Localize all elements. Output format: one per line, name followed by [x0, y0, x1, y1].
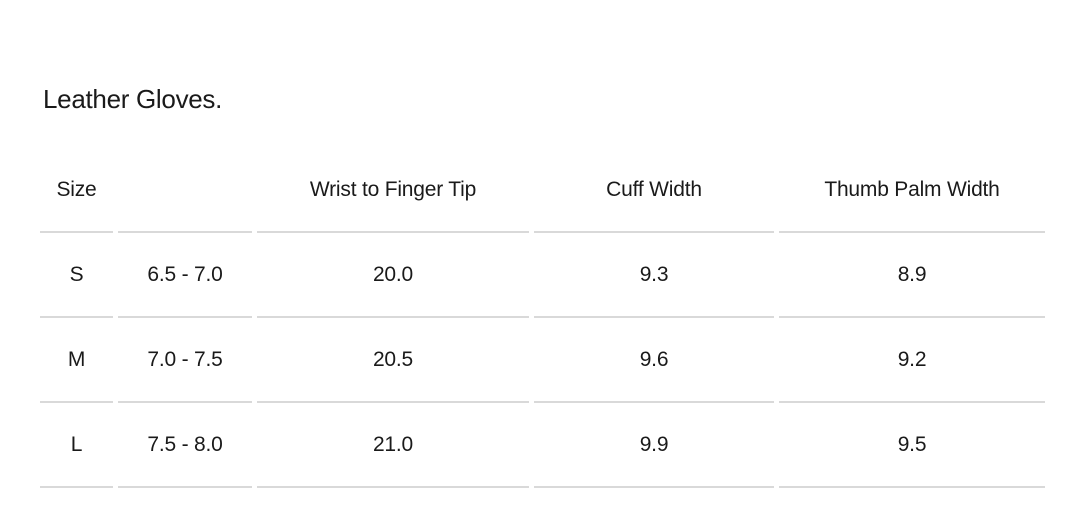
cell-size: S [40, 233, 113, 318]
cell-cuff-width: 9.6 [534, 318, 774, 403]
table-row-size-l: L 7.5 - 8.0 21.0 9.9 9.5 [40, 403, 1045, 488]
column-header-size: Size [40, 148, 113, 233]
size-chart-table: Size Wrist to Finger Tip Cuff Width Thum… [35, 148, 1050, 488]
cell-size: M [40, 318, 113, 403]
cell-hand-size-range: 6.5 - 7.0 [118, 233, 252, 318]
column-header-cuff-width: Cuff Width [534, 148, 774, 233]
cell-size: L [40, 403, 113, 488]
cell-wrist-to-finger-tip: 20.5 [257, 318, 529, 403]
cell-thumb-palm-width: 8.9 [779, 233, 1045, 318]
table-row-size-m: M 7.0 - 7.5 20.5 9.6 9.2 [40, 318, 1045, 403]
column-header-thumb-palm-width: Thumb Palm Width [779, 148, 1045, 233]
cell-wrist-to-finger-tip: 21.0 [257, 403, 529, 488]
table-row-size-s: S 6.5 - 7.0 20.0 9.3 8.9 [40, 233, 1045, 318]
page-title: Leather Gloves. [43, 84, 223, 114]
cell-hand-size-range: 7.5 - 8.0 [118, 403, 252, 488]
cell-hand-size-range: 7.0 - 7.5 [118, 318, 252, 403]
cell-thumb-palm-width: 9.2 [779, 318, 1045, 403]
cell-wrist-to-finger-tip: 20.0 [257, 233, 529, 318]
column-header-wrist-to-finger-tip: Wrist to Finger Tip [257, 148, 529, 233]
header-row: Size Wrist to Finger Tip Cuff Width Thum… [40, 148, 1045, 233]
cell-cuff-width: 9.9 [534, 403, 774, 488]
cell-thumb-palm-width: 9.5 [779, 403, 1045, 488]
cell-cuff-width: 9.3 [534, 233, 774, 318]
column-header-hand-size-range [118, 148, 252, 233]
